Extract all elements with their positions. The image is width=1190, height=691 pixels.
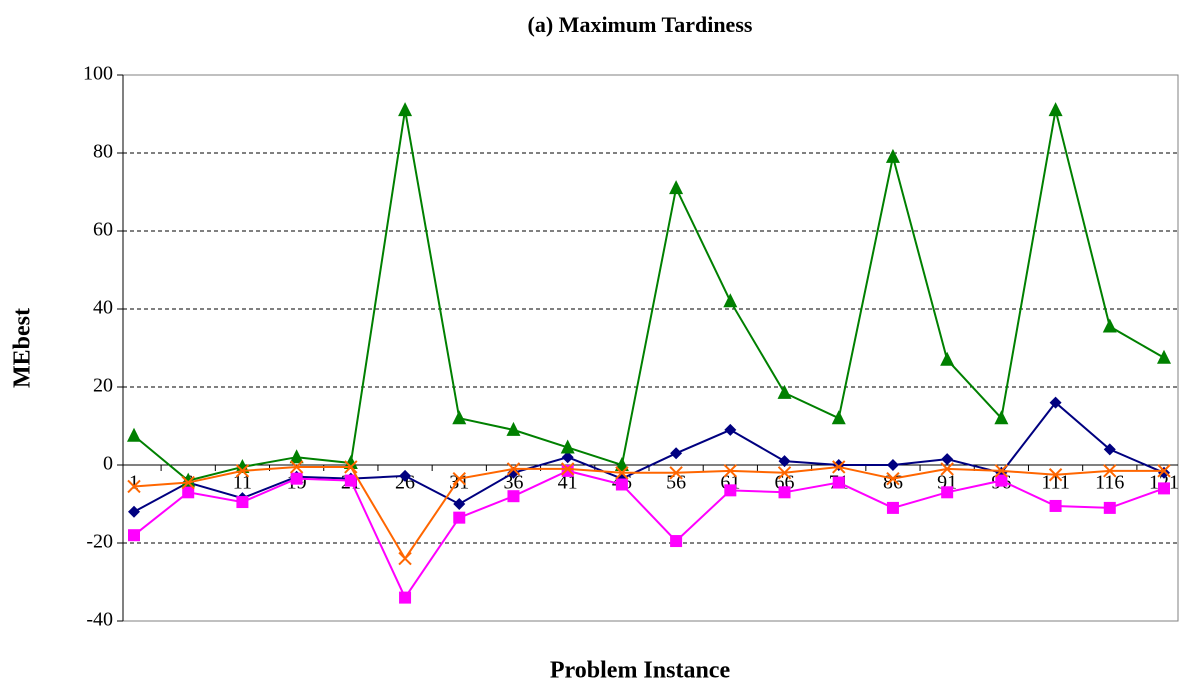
marker	[1103, 464, 1117, 478]
marker	[941, 486, 954, 499]
marker	[615, 466, 629, 480]
marker	[236, 496, 249, 509]
y-tick-label: 20	[93, 375, 113, 397]
marker	[399, 591, 412, 604]
y-tick-label: 100	[83, 63, 113, 85]
x-tick-label: 86	[883, 472, 903, 494]
series-line	[133, 465, 1164, 561]
marker	[941, 453, 954, 466]
marker	[615, 478, 628, 491]
marker	[777, 384, 792, 399]
marker	[560, 462, 575, 476]
marker	[1049, 396, 1062, 409]
marker	[669, 180, 684, 195]
marker	[994, 410, 1009, 425]
marker	[344, 460, 358, 474]
marker	[452, 410, 467, 425]
marker	[778, 455, 791, 468]
x-tick-label: 11	[233, 472, 252, 494]
marker	[724, 484, 737, 497]
marker	[507, 490, 520, 503]
marker	[940, 462, 954, 476]
y-tick-label: 80	[93, 141, 113, 163]
marker	[182, 486, 195, 499]
marker	[235, 464, 250, 478]
marker	[1158, 482, 1170, 495]
y-tick-label: 60	[93, 219, 113, 241]
marker	[832, 476, 845, 489]
marker	[1048, 468, 1063, 482]
y-tick-label: 40	[93, 297, 113, 319]
marker	[886, 471, 900, 486]
marker	[560, 439, 575, 454]
x-tick-label: 1	[129, 472, 139, 494]
marker	[670, 447, 683, 460]
marker	[561, 464, 574, 477]
y-tick-label: -40	[86, 609, 113, 631]
marker	[1157, 464, 1171, 478]
series-line	[133, 401, 1165, 513]
marker	[1049, 499, 1062, 512]
marker	[398, 551, 412, 566]
series-line	[133, 469, 1165, 600]
marker	[886, 459, 899, 471]
x-tick-label: 36	[503, 472, 523, 494]
marker	[1048, 102, 1063, 117]
marker	[344, 474, 357, 487]
marker	[777, 466, 792, 480]
marker	[831, 410, 846, 425]
x-tick-label: 56	[666, 472, 686, 494]
marker	[614, 457, 629, 471]
marker	[669, 466, 683, 480]
marker	[235, 458, 250, 473]
marker	[289, 449, 304, 464]
marker	[181, 475, 195, 490]
marker	[1103, 443, 1116, 456]
marker	[398, 102, 413, 117]
y-tick-label: -20	[86, 531, 113, 553]
marker	[128, 529, 140, 542]
marker	[724, 423, 737, 436]
y-tick-label: 0	[103, 453, 113, 475]
marker	[886, 501, 899, 514]
marker	[399, 469, 412, 482]
x-tick-label: 116	[1095, 472, 1124, 494]
marker	[127, 427, 141, 442]
marker	[453, 498, 466, 510]
marker	[506, 421, 521, 436]
x-tick-label: 111	[1041, 472, 1070, 494]
marker	[561, 451, 574, 464]
series-line	[133, 109, 1165, 482]
marker	[128, 505, 140, 518]
marker	[885, 148, 900, 163]
marker	[127, 479, 141, 494]
plot-area	[122, 74, 1179, 622]
marker	[452, 471, 466, 486]
marker	[1157, 349, 1171, 364]
marker	[778, 486, 791, 499]
marker	[290, 472, 303, 485]
marker	[1102, 318, 1117, 333]
x-tick-label: 41	[558, 472, 578, 494]
x-axis-title: Problem Instance	[550, 658, 731, 684]
marker	[1103, 501, 1116, 514]
marker	[995, 474, 1008, 487]
marker	[1158, 466, 1170, 479]
chart-title: (a) Maximum Tardiness	[528, 12, 753, 37]
marker	[723, 464, 738, 478]
marker	[289, 460, 304, 474]
marker	[940, 351, 955, 366]
marker	[506, 462, 521, 476]
marker	[994, 464, 1009, 478]
marker	[670, 535, 683, 548]
marker	[832, 460, 846, 474]
marker	[723, 293, 738, 308]
marker	[453, 511, 466, 524]
marker	[343, 455, 358, 470]
marker	[832, 459, 845, 471]
y-axis-title: MEbest	[10, 308, 36, 388]
